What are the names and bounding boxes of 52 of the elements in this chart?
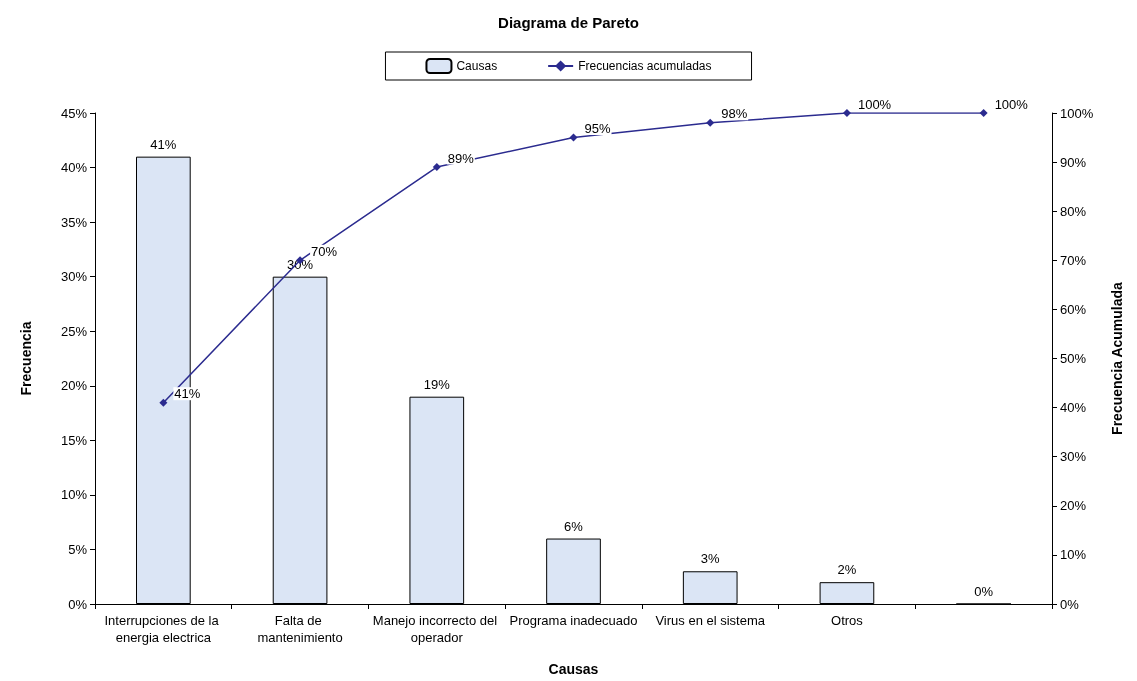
y-tick-label: 0%: [68, 596, 88, 612]
y2-tick-label: 0%: [1060, 596, 1080, 612]
point: [159, 398, 168, 407]
data-label: 41%: [174, 386, 201, 402]
point: [569, 133, 578, 142]
point: [979, 109, 988, 117]
y2-tick-label: 70%: [1060, 252, 1087, 268]
data-label: 2%: [837, 562, 857, 578]
legend-label: Causas: [456, 59, 498, 73]
y-tick-label: 35%: [60, 214, 88, 230]
y2-tick-label: 90%: [1060, 154, 1087, 170]
x-tick-label: Falta de mantenimiento: [257, 613, 343, 645]
legend-label: Frecuencias acumuladas: [578, 59, 712, 73]
data-label: 0%: [974, 583, 994, 599]
y2-tick-label: 40%: [1060, 400, 1087, 416]
y2-tick-label: 60%: [1060, 301, 1087, 317]
y-axis-title: Frecuencia: [18, 321, 34, 396]
data-label: 89%: [447, 150, 475, 166]
data-label: 100%: [994, 96, 1029, 112]
data-label: 70%: [311, 243, 338, 259]
data-label: 19%: [423, 376, 451, 392]
point: [706, 118, 715, 127]
y-tick-label: 30%: [60, 269, 88, 285]
y-tick-label: 10%: [60, 487, 88, 503]
y2-axis-title: Frecuencia Acumulada: [1109, 281, 1125, 435]
x-tick-label: Virus en el sistema: [655, 613, 766, 628]
x-axis-title: Causas: [548, 661, 599, 677]
y-tick-label: 15%: [60, 432, 88, 448]
y2-tick-label: 30%: [1060, 449, 1087, 465]
data-label: 6%: [564, 518, 584, 534]
y2-tick-label: 10%: [1060, 547, 1087, 563]
data-label: 3%: [700, 551, 721, 567]
x-tick-label: Interrupciones de la energia electrica: [104, 613, 223, 645]
data-label: 95%: [584, 121, 611, 137]
chart-title: Diagrama de Pareto: [498, 14, 639, 31]
y-tick-label: 40%: [60, 160, 88, 176]
x-tick-label: Otros: [831, 613, 864, 628]
y2-tick-label: 20%: [1060, 498, 1087, 514]
y-tick-label: 5%: [68, 541, 88, 557]
point: [842, 109, 851, 117]
y2-tick-label: 50%: [1060, 351, 1087, 366]
point: [432, 163, 441, 172]
x-tick-label: Manejo incorrecto del operador: [372, 613, 501, 645]
data-label: 100%: [857, 96, 892, 112]
y-tick-label: 45%: [60, 105, 88, 121]
y2-tick-label: 100%: [1060, 105, 1094, 121]
x-tick-label: Programa inadecuado: [509, 613, 638, 628]
data-label: 41%: [150, 136, 177, 152]
y-tick-label: 20%: [60, 378, 88, 394]
y2-tick-label: 80%: [1060, 203, 1087, 219]
y-tick-label: 25%: [60, 323, 88, 339]
data-label: 98%: [721, 106, 748, 122]
